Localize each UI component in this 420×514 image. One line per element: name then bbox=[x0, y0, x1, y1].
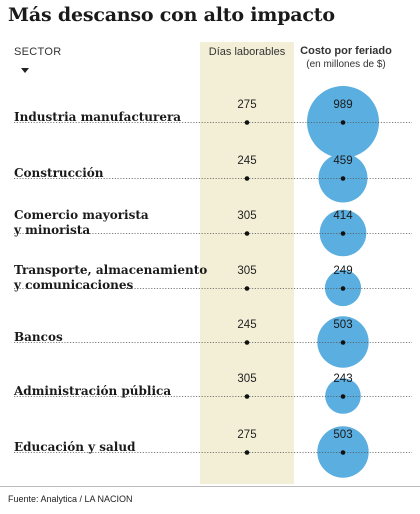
cost-value-2: 459 bbox=[333, 155, 352, 167]
sector-header: SECTOR bbox=[14, 46, 62, 58]
cost-value-5: 503 bbox=[333, 319, 352, 331]
sector-label-1: Industria manufacturera bbox=[14, 110, 181, 124]
days-column-band bbox=[200, 42, 294, 484]
days-dot-6 bbox=[244, 394, 250, 399]
cost-dot-7 bbox=[340, 450, 346, 455]
days-dot-4 bbox=[244, 286, 250, 291]
cost-dot-2 bbox=[340, 176, 346, 181]
sector-label-4-2: y comunicaciones bbox=[13, 278, 133, 292]
days-value-6: 305 bbox=[237, 373, 256, 385]
cost-value-7: 503 bbox=[333, 429, 352, 441]
days-dot-3 bbox=[244, 231, 250, 236]
source-note: Fuente: Analytica / LA NACION bbox=[8, 494, 133, 504]
days-dot-2 bbox=[244, 176, 250, 181]
cost-value-3: 414 bbox=[333, 210, 353, 222]
cost-dot-3 bbox=[340, 231, 346, 236]
cost-value-1: 989 bbox=[333, 99, 352, 111]
days-value-3: 305 bbox=[237, 210, 256, 222]
cost-value-4: 249 bbox=[333, 265, 352, 277]
page-title: Más descanso con alto impacto bbox=[8, 4, 335, 26]
days-dot-7 bbox=[244, 450, 250, 455]
days-value-2: 245 bbox=[237, 155, 256, 167]
sector-label-4-1: Transporte, almacenamiento bbox=[14, 263, 207, 277]
cost-dot-1 bbox=[340, 120, 346, 125]
days-value-7: 275 bbox=[237, 429, 256, 441]
cost-unit-header: (en millones de $) bbox=[306, 59, 386, 70]
cost-header: Costo por feriado bbox=[300, 45, 392, 57]
sector-label-5: Bancos bbox=[14, 330, 63, 344]
days-value-4: 305 bbox=[237, 265, 256, 277]
sector-label-7: Educación y salud bbox=[14, 440, 136, 454]
bottom-divider bbox=[0, 486, 420, 487]
days-dot-1 bbox=[244, 120, 250, 125]
cost-dot-4 bbox=[340, 286, 346, 291]
sector-label-6: Administración pública bbox=[13, 384, 171, 398]
sort-arrow-icon[interactable] bbox=[21, 68, 29, 73]
sector-label-3-2: y minorista bbox=[13, 223, 90, 237]
sector-label-3-1: Comercio mayorista bbox=[14, 208, 149, 222]
days-header: Días laborables bbox=[208, 46, 286, 58]
sector-label-2: Construcción bbox=[14, 166, 104, 180]
days-value-5: 245 bbox=[237, 319, 256, 331]
cost-dot-5 bbox=[340, 340, 346, 345]
days-dot-5 bbox=[244, 340, 250, 345]
days-value-1: 275 bbox=[237, 99, 256, 111]
cost-dot-6 bbox=[340, 394, 346, 399]
cost-value-6: 243 bbox=[333, 373, 352, 385]
